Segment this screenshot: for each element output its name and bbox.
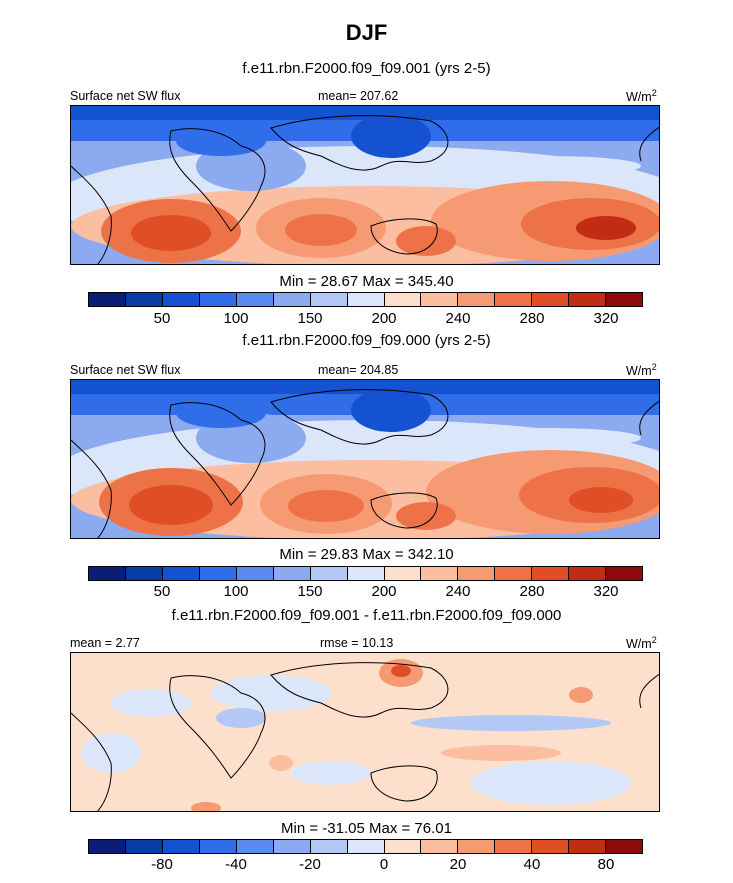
panel3-minmax: Min = -31.05 Max = 76.01 (281, 820, 452, 837)
colorbar-swatch (125, 293, 163, 306)
colorbar-swatch (347, 567, 385, 580)
panel2-minmax: Min = 29.83 Max = 342.10 (279, 546, 454, 563)
colorbar-swatch (421, 293, 459, 306)
colorbar-tick-label: -40 (225, 856, 247, 873)
colorbar-swatch (310, 567, 348, 580)
colorbar-swatch (273, 293, 311, 306)
colorbar-tick-label: 100 (223, 310, 249, 327)
colorbar-swatch (125, 567, 163, 580)
colorbar-swatch (569, 293, 607, 306)
colorbar-swatch (199, 567, 237, 580)
colorbar-swatch (236, 567, 274, 580)
panel3-colorbar (88, 839, 643, 854)
panel2-colorbar (88, 566, 643, 581)
panel1-colorbar-ticks: 50 100 150 200 240 280 320 (88, 310, 643, 328)
panel1-left-label: Surface net SW flux (70, 89, 181, 103)
colorbar-swatch (384, 567, 422, 580)
panel3-rmse-label: rmse = 10.13 (320, 636, 394, 650)
colorbar-swatch (569, 567, 607, 580)
colorbar-tick-label: 320 (593, 583, 619, 600)
colorbar-swatch (606, 840, 643, 853)
colorbar-swatch (89, 567, 126, 580)
colorbar-swatch (236, 293, 274, 306)
colorbar-swatch (199, 840, 237, 853)
colorbar-tick-label: 150 (297, 310, 323, 327)
colorbar-swatch (125, 840, 163, 853)
panel2-colorbar-ticks: 50 100 150 200 240 280 320 (88, 583, 643, 601)
colorbar-tick-label: 50 (153, 583, 171, 600)
colorbar-swatch (421, 840, 459, 853)
colorbar-tick-label: 240 (445, 583, 471, 600)
colorbar-tick-label: -80 (151, 856, 173, 873)
colorbar-swatch (458, 293, 496, 306)
colorbar-tick-label: 150 (297, 583, 323, 600)
colorbar-tick-label: 80 (597, 856, 615, 873)
colorbar-swatch (162, 293, 200, 306)
colorbar-swatch (310, 293, 348, 306)
panel3-mean-label: mean = 2.77 (70, 636, 140, 650)
panel1-map (70, 105, 660, 265)
panel3-colorbar-ticks: -80 -40 -20 0 20 40 80 (88, 856, 643, 874)
colorbar-swatch (273, 567, 311, 580)
colorbar-swatch (384, 840, 422, 853)
colorbar-swatch (495, 293, 533, 306)
panel2-mean-label: mean= 204.85 (318, 363, 399, 377)
panel1-minmax: Min = 28.67 Max = 345.40 (279, 273, 454, 290)
colorbar-tick-label: 200 (371, 583, 397, 600)
panel3-case-title: f.e11.rbn.F2000.f09_f09.001 - f.e11.rbn.… (171, 607, 562, 624)
colorbar-tick-label: 280 (519, 583, 545, 600)
panel2-units: W/m2 (626, 362, 657, 379)
colorbar-swatch (495, 840, 533, 853)
colorbar-swatch (458, 567, 496, 580)
colorbar-swatch (89, 293, 126, 306)
panel1-case-title: f.e11.rbn.F2000.f09_f09.001 (yrs 2-5) (242, 60, 491, 77)
panel1-units: W/m2 (626, 88, 657, 105)
colorbar-swatch (532, 567, 570, 580)
panel1-colorbar (88, 292, 643, 307)
colorbar-tick-label: -20 (299, 856, 321, 873)
colorbar-tick-label: 0 (379, 856, 389, 873)
colorbar-swatch (310, 840, 348, 853)
colorbar-swatch (421, 567, 459, 580)
colorbar-tick-label: 100 (223, 583, 249, 600)
colorbar-swatch (273, 840, 311, 853)
colorbar-swatch (347, 293, 385, 306)
panel3-map (70, 652, 660, 812)
colorbar-swatch (162, 567, 200, 580)
colorbar-swatch (532, 840, 570, 853)
colorbar-swatch (162, 840, 200, 853)
colorbar-swatch (532, 293, 570, 306)
colorbar-tick-label: 320 (593, 310, 619, 327)
colorbar-tick-label: 20 (449, 856, 467, 873)
colorbar-swatch (347, 840, 385, 853)
colorbar-tick-label: 40 (523, 856, 541, 873)
colorbar-swatch (606, 293, 643, 306)
colorbar-swatch (89, 840, 126, 853)
colorbar-swatch (606, 567, 643, 580)
colorbar-swatch (236, 840, 274, 853)
panel2-map (70, 379, 660, 539)
panel2-left-label: Surface net SW flux (70, 363, 181, 377)
figure-title: DJF (345, 20, 388, 45)
panel2-case-title: f.e11.rbn.F2000.f09_f09.000 (yrs 2-5) (242, 332, 491, 349)
colorbar-swatch (384, 293, 422, 306)
colorbar-swatch (458, 840, 496, 853)
colorbar-tick-label: 280 (519, 310, 545, 327)
colorbar-tick-label: 50 (153, 310, 171, 327)
colorbar-swatch (495, 567, 533, 580)
colorbar-swatch (199, 293, 237, 306)
panel3-units: W/m2 (626, 635, 657, 652)
colorbar-tick-label: 240 (445, 310, 471, 327)
panel1-mean-label: mean= 207.62 (318, 89, 399, 103)
colorbar-tick-label: 200 (371, 310, 397, 327)
colorbar-swatch (569, 840, 607, 853)
